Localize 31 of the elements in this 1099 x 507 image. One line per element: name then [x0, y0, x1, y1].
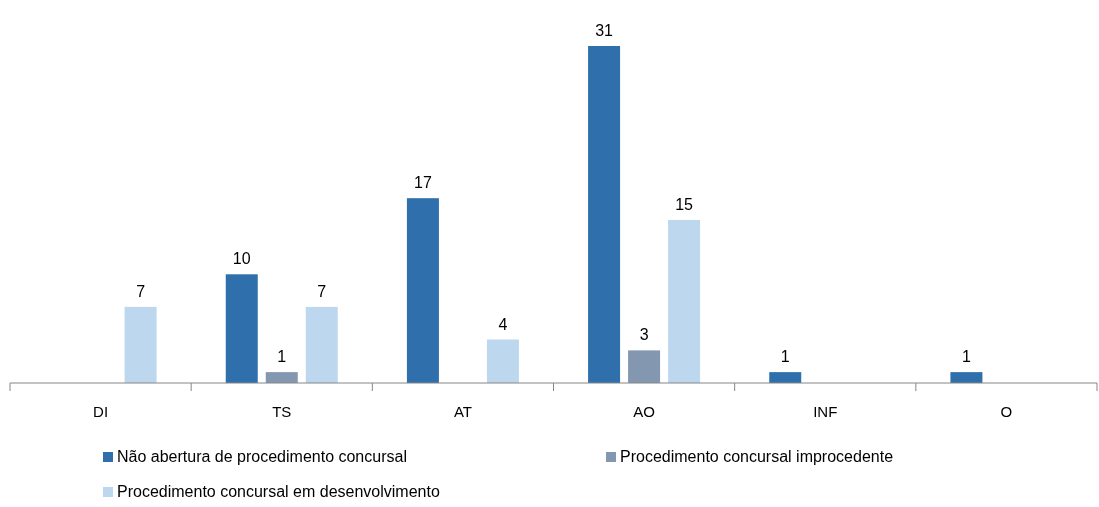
legend-label: Procedimento concursal em desenvolvimento	[117, 483, 440, 500]
bar	[486, 339, 519, 383]
legend-label: Não abertura de procedimento concursal	[117, 448, 407, 465]
x-tick-label: DI	[93, 403, 109, 420]
data-label: 10	[232, 250, 251, 268]
x-tick-label: AT	[453, 403, 472, 420]
data-label: 1	[277, 348, 287, 366]
x-tick-label: INF	[813, 403, 838, 420]
bar	[406, 198, 439, 383]
bar	[305, 306, 338, 383]
bar	[769, 372, 802, 383]
data-label: 15	[675, 195, 694, 213]
data-label: 17	[414, 174, 432, 192]
bar	[225, 274, 258, 383]
x-tick-label: AO	[633, 403, 655, 420]
bar	[950, 372, 983, 383]
bar	[628, 350, 661, 383]
bar	[588, 46, 621, 383]
data-label: 1	[961, 348, 971, 366]
data-label: 1	[780, 348, 790, 366]
bar	[265, 372, 298, 383]
data-label: 7	[317, 282, 327, 300]
bar	[668, 219, 701, 383]
data-label: 31	[595, 22, 614, 39]
data-label: 3	[639, 326, 649, 344]
data-label: 7	[136, 282, 146, 300]
x-tick-label: O	[1000, 403, 1013, 420]
data-label: 4	[498, 315, 508, 333]
legend-label: Procedimento concursal improcedente	[620, 448, 894, 465]
x-tick-label: TS	[272, 403, 292, 420]
bar	[124, 306, 157, 383]
